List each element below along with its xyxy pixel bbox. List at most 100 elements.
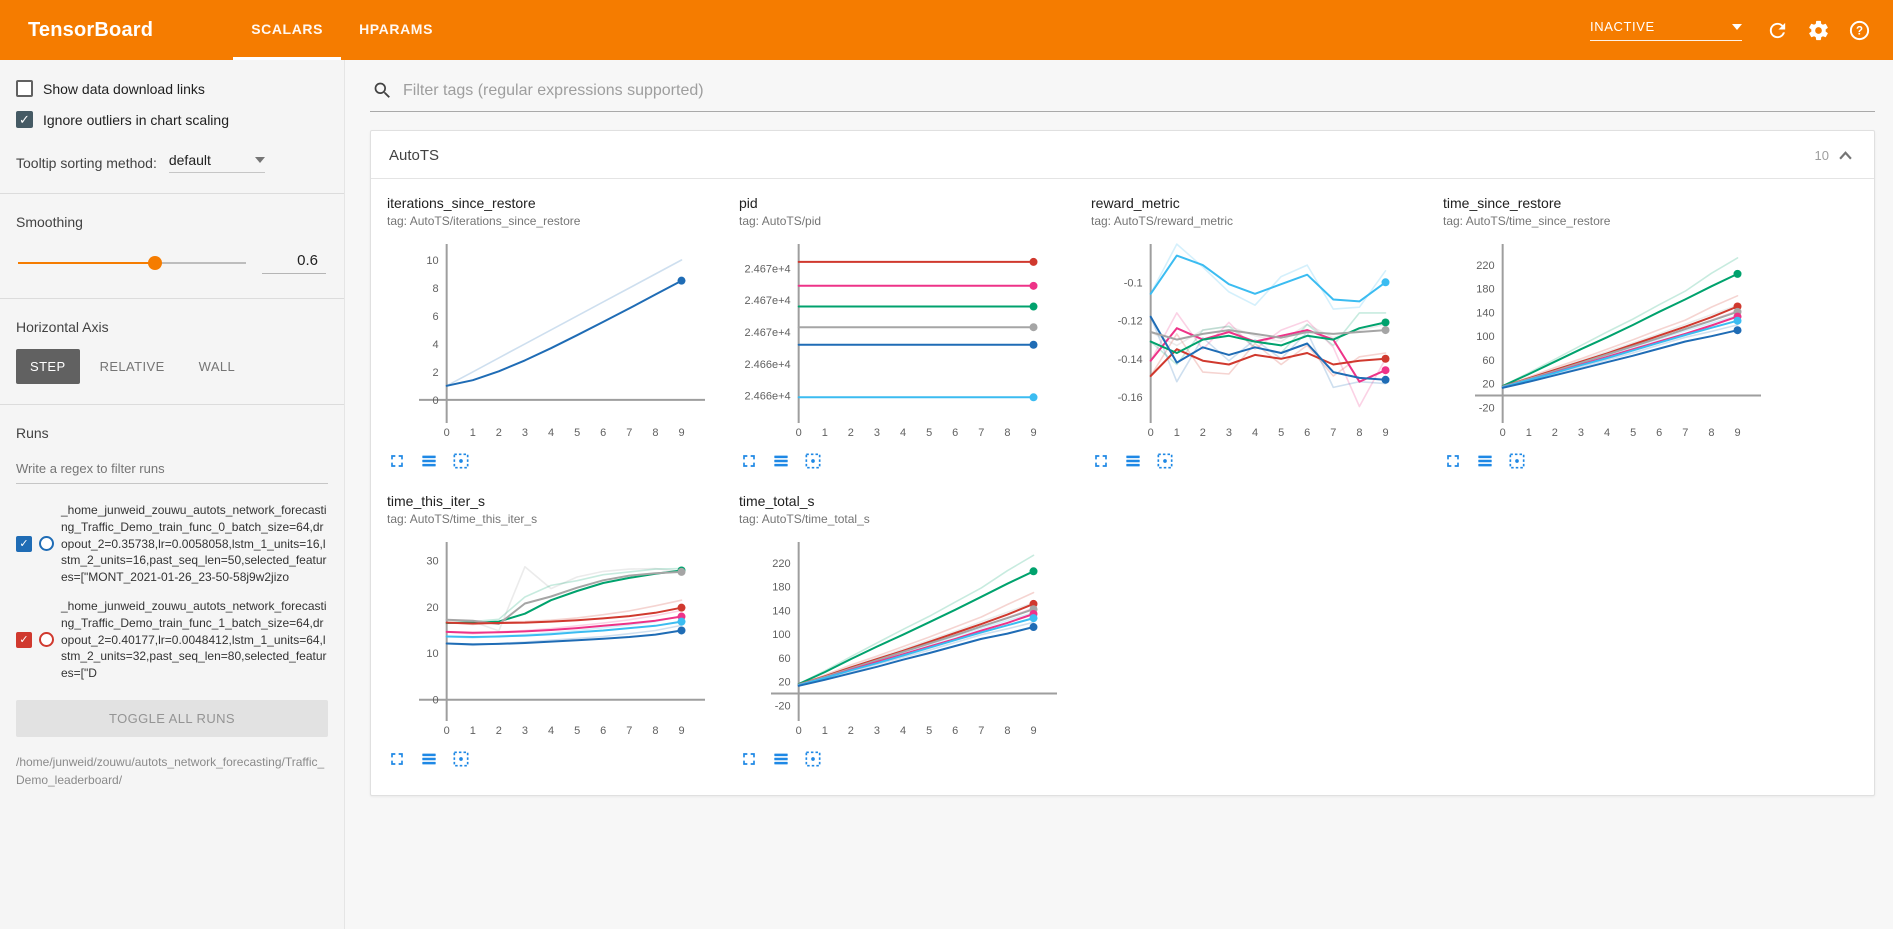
svg-text:10: 10: [426, 255, 438, 267]
svg-text:140: 140: [772, 605, 790, 617]
horizontal-axis-toggle: STEP RELATIVE WALL: [16, 349, 328, 384]
run-table-button[interactable]: [419, 451, 439, 471]
show-download-links-checkbox[interactable]: [16, 80, 33, 97]
svg-text:8: 8: [652, 427, 658, 439]
svg-text:8: 8: [1004, 725, 1010, 737]
svg-text:4: 4: [1252, 427, 1258, 439]
line-chart-time_since_restore[interactable]: 220 180 140 100 60 20 -20 0 1 2 3 4 5 6 7 8 9: [1443, 236, 1773, 442]
svg-text:6: 6: [952, 725, 958, 737]
run-table-button[interactable]: [1123, 451, 1143, 471]
expand-chart-button[interactable]: [1443, 451, 1463, 471]
slider-thumb[interactable]: [147, 256, 162, 270]
svg-text:3: 3: [1226, 427, 1232, 439]
expand-chart-button[interactable]: [387, 451, 407, 471]
fit-domain-icon: [453, 453, 469, 469]
tag-filter-input[interactable]: [403, 81, 1873, 100]
fit-domain-icon: [1509, 453, 1525, 469]
svg-text:9: 9: [1030, 725, 1036, 737]
settings-button[interactable]: [1807, 19, 1830, 42]
smoothing-slider[interactable]: [18, 256, 246, 270]
line-chart-time_this_iter_s[interactable]: 30 20 10 0 0 1 2 3 4 5 6 7 8 9: [387, 534, 717, 740]
svg-text:4: 4: [548, 725, 554, 737]
run-table-button[interactable]: [771, 451, 791, 471]
svg-text:6: 6: [600, 427, 606, 439]
expand-icon: [743, 455, 755, 467]
run-table-button[interactable]: [771, 749, 791, 769]
tooltip-sorting-select[interactable]: default: [168, 152, 265, 173]
fit-domain-button[interactable]: [451, 451, 471, 471]
toggle-all-runs-button[interactable]: TOGGLE ALL RUNS: [16, 699, 328, 737]
tooltip-sorting-value: default: [168, 152, 211, 168]
svg-text:4: 4: [900, 427, 906, 439]
show-download-links-row[interactable]: Show data download links: [16, 80, 328, 97]
svg-text:2: 2: [1552, 427, 1558, 439]
svg-text:7: 7: [626, 427, 632, 439]
run-table-icon: [774, 455, 788, 467]
svg-text:8: 8: [1708, 427, 1714, 439]
svg-text:180: 180: [772, 582, 790, 594]
status-dropdown[interactable]: INACTIVE: [1590, 19, 1742, 41]
help-button[interactable]: ?: [1848, 19, 1871, 42]
wall-button[interactable]: WALL: [185, 349, 250, 384]
svg-text:1: 1: [470, 427, 476, 439]
svg-text:3: 3: [874, 725, 880, 737]
run-table-button[interactable]: [419, 749, 439, 769]
chart-card-iterations_since_restore: iterations_since_restore tag: AutoTS/iter…: [387, 195, 721, 471]
chart-tag: tag: AutoTS/time_since_restore: [1443, 214, 1611, 228]
tab-scalars[interactable]: SCALARS: [233, 0, 342, 60]
relative-button[interactable]: RELATIVE: [86, 349, 179, 384]
run-visibility-checkbox[interactable]: [16, 535, 32, 552]
svg-text:7: 7: [1330, 427, 1336, 439]
svg-text:7: 7: [978, 427, 984, 439]
smoothing-value[interactable]: 0.6: [262, 252, 326, 274]
chart-actions: [1091, 451, 1425, 471]
chevron-up-icon[interactable]: [1839, 151, 1852, 160]
line-chart-time_total_s[interactable]: 220 180 140 100 60 20 -20 0 1 2 3 4 5 6 7 8 9: [739, 534, 1069, 740]
run-visibility-checkbox[interactable]: [16, 631, 32, 648]
refresh-button[interactable]: [1766, 19, 1789, 42]
tab-hparams[interactable]: HPARAMS: [359, 20, 434, 37]
line-chart-pid[interactable]: 2.467e+4 2.467e+4 2.467e+4 2.466e+4 2.466e+4…: [739, 236, 1069, 442]
svg-text:9: 9: [1382, 427, 1388, 439]
expand-chart-button[interactable]: [739, 451, 759, 471]
fit-domain-button[interactable]: [1507, 451, 1527, 471]
search-icon: [374, 82, 390, 98]
fit-domain-button[interactable]: [1155, 451, 1175, 471]
step-button[interactable]: STEP: [16, 349, 80, 384]
expand-icon: [1447, 455, 1459, 467]
svg-text:1: 1: [1526, 427, 1532, 439]
svg-text:-20: -20: [1479, 402, 1495, 414]
fit-domain-button[interactable]: [451, 749, 471, 769]
log-directory-path: /home/junweid/zouwu/autots_network_forec…: [16, 754, 325, 787]
svg-text:7: 7: [1682, 427, 1688, 439]
svg-text:7: 7: [626, 725, 632, 737]
svg-text:0: 0: [1148, 427, 1154, 439]
autots-section-header[interactable]: AutoTS 10: [371, 131, 1874, 179]
run-table-icon: [422, 753, 436, 765]
fit-domain-button[interactable]: [803, 451, 823, 471]
run-table-button[interactable]: [1475, 451, 1495, 471]
ignore-outliers-row[interactable]: Ignore outliers in chart scaling: [16, 111, 328, 128]
expand-chart-button[interactable]: [739, 749, 759, 769]
svg-text:2: 2: [1200, 427, 1206, 439]
svg-text:-0.12: -0.12: [1118, 316, 1143, 328]
sidebar: Show data download links Ignore outliers…: [0, 60, 345, 929]
line-chart-reward_metric[interactable]: -0.1 -0.12 -0.14 -0.16 0 1 2 3 4 5 6 7 8 9: [1091, 236, 1421, 442]
ignore-outliers-checkbox[interactable]: [16, 111, 33, 128]
run-solo-radio[interactable]: [39, 536, 54, 552]
runs-filter-input[interactable]: [16, 455, 328, 484]
expand-chart-button[interactable]: [387, 749, 407, 769]
line-chart-iterations_since_restore[interactable]: 0 2 4 6 8 10 0 1 2 3 4 5 6 7 8 9: [387, 236, 717, 442]
run-table-icon: [422, 455, 436, 467]
run-solo-radio[interactable]: [39, 632, 54, 648]
svg-text:-0.14: -0.14: [1118, 354, 1143, 366]
svg-text:0: 0: [796, 725, 802, 737]
chart-actions: [739, 451, 1073, 471]
expand-chart-button[interactable]: [1091, 451, 1111, 471]
chart-actions: [1443, 451, 1777, 471]
svg-text:8: 8: [1004, 427, 1010, 439]
chart-title: reward_metric: [1091, 195, 1180, 211]
svg-text:6: 6: [952, 427, 958, 439]
header-tabs: SCALARS HPARAMS: [233, 0, 451, 60]
fit-domain-button[interactable]: [803, 749, 823, 769]
